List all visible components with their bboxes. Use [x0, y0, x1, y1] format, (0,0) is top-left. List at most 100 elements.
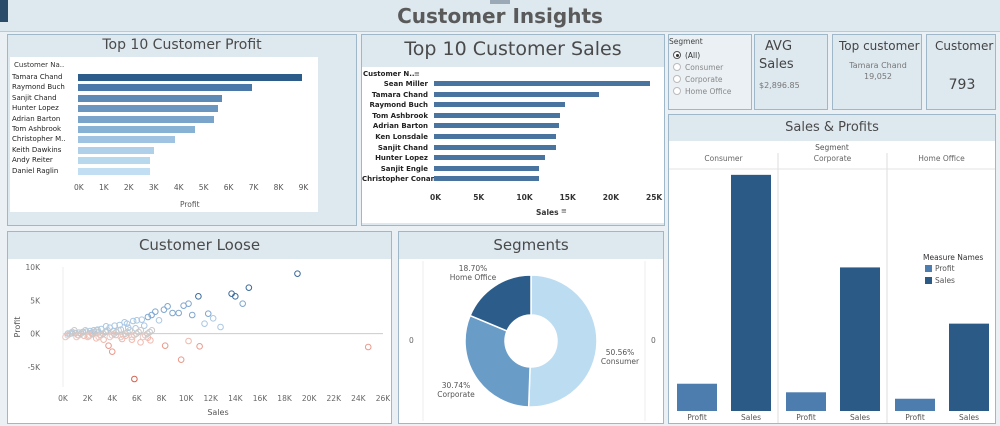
scatter-point [121, 319, 128, 326]
scatter-point [93, 327, 100, 334]
profit-bar[interactable] [78, 167, 150, 175]
slice-name: Home Office [450, 273, 497, 282]
sales-bar[interactable] [434, 134, 557, 139]
segment-option-label[interactable]: (All) [685, 51, 701, 60]
x-tick: 10K [179, 394, 195, 403]
sales-bar[interactable] [434, 155, 546, 161]
profit-row-label: Hunter Lopez [12, 104, 59, 113]
sales-bar[interactable] [434, 165, 540, 171]
profit-panel: Top 10 Customer Profit Customer Na.. Tam… [7, 34, 357, 226]
segment-option-label[interactable]: Consumer [685, 63, 724, 72]
y-tick: 5K [30, 296, 41, 305]
profit-bar[interactable] [78, 94, 222, 102]
segment-radio[interactable] [673, 75, 681, 83]
segment-filter-title: Segment [669, 37, 703, 46]
sales-row-label: Tom Ashbrook [372, 111, 428, 120]
scatter-point [126, 327, 134, 334]
scatter-point [105, 342, 112, 349]
sales-bar[interactable] [434, 144, 557, 150]
bar-x-label: Sales [959, 413, 979, 422]
scatter-point [161, 342, 169, 349]
top-handle-icon[interactable] [490, 0, 510, 4]
sales-panel-title: Top 10 Customer Sales [404, 38, 622, 60]
profit-row-label: Tom Ashbrook [12, 125, 62, 133]
scatter-point [82, 327, 89, 334]
sales-row-label: Tamara Chand [371, 90, 428, 99]
profit-bar [677, 383, 717, 411]
scatter-point [148, 311, 155, 319]
sales-sort-icon[interactable]: ≡ [561, 207, 567, 215]
x-tick: 12K [203, 394, 219, 403]
segment-option-label[interactable]: Home Office [685, 87, 732, 96]
x-tick: 16K [253, 394, 269, 403]
profit-tick: 0K [74, 183, 84, 192]
x-tick: 6K [132, 394, 143, 403]
scatter-point [201, 320, 208, 327]
sales-header[interactable]: Customer N.. [363, 70, 415, 78]
scatter-point [137, 327, 145, 334]
scatter-point [180, 302, 187, 309]
bar-x-label: Profit [905, 413, 925, 422]
x-tick: 18K [277, 394, 293, 403]
sales-tick: 10K [516, 193, 533, 202]
profit-bar[interactable] [78, 126, 196, 133]
scatter-point [164, 303, 171, 310]
segment-radio[interactable] [673, 51, 681, 59]
profit-row-label: Tamara Chand [12, 73, 63, 81]
top-left-handle[interactable] [0, 0, 8, 22]
profit-bar[interactable] [78, 105, 219, 113]
sort-icon[interactable]: ≡ [414, 70, 420, 78]
scatter-point [188, 311, 196, 319]
slice-pct: 30.74% [442, 381, 471, 390]
profit-row-label: Sanjit Chand [12, 93, 57, 102]
donut-slice [464, 314, 531, 408]
profit-row-label: Andy Reiter [12, 156, 53, 165]
scatter-point [169, 309, 176, 317]
sales-row-label: Christopher Conant [362, 175, 439, 184]
profit-bar[interactable] [78, 136, 176, 144]
sales-bar[interactable] [434, 91, 599, 97]
segment-col-label: Consumer [704, 154, 743, 163]
segment-radio[interactable] [673, 63, 681, 71]
profit-bar[interactable] [78, 157, 150, 165]
segment-col-label: Corporate [814, 154, 852, 163]
sales-bar[interactable] [434, 112, 561, 118]
slice-pct: 50.56% [606, 348, 635, 357]
sales-row-label: Sean Miller [383, 80, 428, 88]
scatter-point [294, 270, 301, 277]
scatter-point [196, 343, 203, 350]
segment-option-label[interactable]: Corporate [685, 75, 723, 84]
x-tick: 20K [302, 394, 318, 403]
segment-radio-dot [675, 53, 679, 57]
sales-row-label: Ken Lonsdale [375, 133, 428, 141]
left-zero: 0 [409, 336, 414, 345]
sales-bar[interactable] [434, 81, 651, 86]
scatter-point [245, 284, 253, 291]
profit-tick: 3K [148, 183, 159, 192]
x-tick: 4K [107, 394, 118, 403]
profit-bar[interactable] [78, 84, 253, 92]
sales-profits-chart: Segment Consumer Profit Sales Corporate Prof… [669, 141, 995, 423]
profit-bar[interactable] [78, 146, 154, 154]
profit-tick: 4K [173, 183, 184, 192]
x-tick: 8K [157, 394, 168, 403]
profit-bar[interactable] [78, 115, 214, 123]
sales-bar[interactable] [434, 102, 565, 108]
segment-radio[interactable] [673, 87, 681, 95]
profit-row-label: Keith Dawkins [12, 145, 62, 154]
donut-slice [469, 274, 532, 332]
profit-row-label: Adrian Barton [12, 114, 61, 123]
customer-count-card: Customer 793 [926, 34, 996, 110]
sales-tick: 15K [559, 193, 576, 202]
scatter-point [137, 339, 144, 346]
sales-panel: Top 10 Customer Sales Customer N.. ≡ Sea… [361, 34, 665, 226]
y-tick: -5K [28, 363, 41, 372]
sales-row-label: Raymond Buch [369, 101, 428, 110]
sales-tick: 0K [430, 193, 442, 202]
title-bar [0, 0, 1000, 32]
profit-bar[interactable] [78, 74, 303, 81]
scatter-point [104, 327, 111, 334]
top-customer-title: Top customer [839, 39, 920, 53]
sales-bar[interactable] [434, 176, 539, 182]
sales-bar[interactable] [434, 123, 560, 129]
